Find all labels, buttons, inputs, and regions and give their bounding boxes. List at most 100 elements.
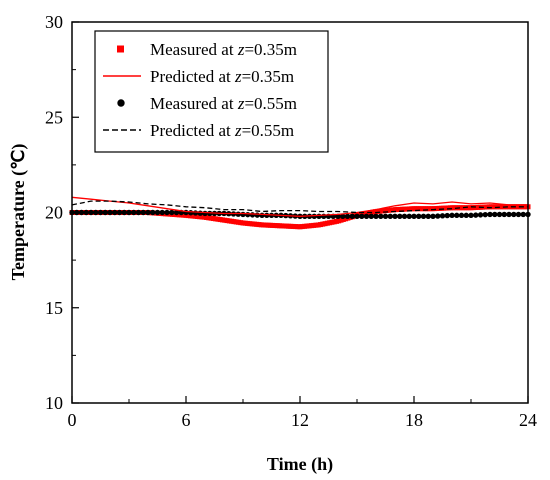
legend-marker	[117, 45, 124, 53]
legend-label-suffix: =0.55m	[244, 94, 297, 113]
data-point	[425, 213, 431, 220]
x-tick-label: 6	[182, 410, 191, 430]
data-point	[354, 213, 360, 220]
data-point	[173, 209, 180, 216]
legend-label: Measured at z=0.55m	[150, 94, 297, 113]
legend-label-prefix: Measured at	[150, 94, 238, 113]
data-point	[169, 209, 175, 216]
x-tick-label: 24	[519, 410, 537, 430]
data-point	[406, 213, 412, 220]
x-tick-label: 12	[291, 410, 309, 430]
y-tick-label: 20	[45, 203, 63, 223]
data-point	[93, 209, 99, 216]
data-point	[458, 212, 465, 219]
data-point	[254, 212, 260, 218]
data-point	[387, 213, 393, 220]
legend-label: Predicted at z=0.55m	[150, 121, 294, 140]
data-point	[444, 212, 450, 219]
data-point	[259, 212, 265, 219]
data-point	[515, 211, 522, 218]
data-point	[506, 211, 512, 218]
data-point	[473, 212, 479, 218]
data-point	[496, 211, 503, 218]
y-tick-label: 30	[45, 12, 63, 32]
data-point	[240, 211, 246, 218]
series-line	[71, 196, 528, 217]
legend-label: Measured at z=0.35m	[150, 40, 297, 59]
series-4	[71, 200, 528, 214]
data-point	[192, 210, 199, 216]
data-point	[159, 209, 165, 216]
x-tick-label: 0	[68, 410, 77, 430]
legend-label-suffix: =0.35m	[242, 67, 295, 86]
series-line	[71, 200, 528, 214]
data-point	[107, 209, 113, 216]
data-point	[344, 213, 351, 220]
data-point	[102, 209, 108, 216]
data-point	[463, 212, 469, 219]
legend-label-prefix: Measured at	[150, 40, 238, 59]
data-point	[468, 212, 474, 219]
data-point	[188, 210, 194, 216]
data-point	[316, 213, 322, 220]
data-point	[197, 210, 203, 216]
data-point	[373, 213, 379, 220]
x-tick-label: 18	[405, 410, 423, 430]
data-point	[249, 212, 256, 218]
series-2	[71, 196, 528, 217]
legend-marker	[117, 99, 125, 107]
data-point	[235, 211, 241, 217]
legend-label-prefix: Predicted at	[150, 121, 235, 140]
data-point	[378, 213, 384, 220]
legend-label: Predicted at z=0.35m	[150, 67, 294, 86]
data-point	[397, 213, 403, 220]
data-point	[116, 209, 123, 216]
data-point	[477, 212, 484, 218]
data-point	[154, 209, 161, 216]
data-point	[150, 209, 156, 216]
data-point	[449, 212, 455, 219]
data-point	[454, 212, 460, 219]
data-point	[135, 209, 142, 216]
legend-label-prefix: Predicted at	[150, 67, 235, 86]
legend-label-variable: z	[237, 40, 245, 59]
y-tick-label: 25	[45, 107, 63, 127]
legend-label-variable: z	[234, 121, 242, 140]
data-point	[382, 213, 389, 220]
data-point	[349, 213, 355, 220]
data-point	[88, 209, 94, 216]
data-point	[78, 209, 85, 216]
data-point	[416, 213, 422, 220]
ticks-layer: 0 6 12 18 24 10 15 20 25 30	[45, 12, 537, 430]
legend-label-suffix: =0.55m	[242, 121, 295, 140]
y-tick-label: 10	[45, 393, 63, 413]
legend-box	[94, 30, 329, 153]
data-point	[202, 210, 208, 217]
data-point	[363, 213, 370, 220]
legend-label-variable: z	[234, 67, 242, 86]
data-point	[420, 213, 427, 220]
legend-label-suffix: =0.35m	[244, 40, 297, 59]
data-point	[511, 211, 517, 218]
data-point	[83, 209, 89, 216]
y-axis-title: Temperature (℃)	[8, 144, 29, 281]
data-point	[392, 213, 398, 220]
data-point	[112, 209, 118, 216]
data-point	[439, 213, 446, 219]
series-layer	[69, 196, 531, 230]
data-point	[140, 209, 146, 216]
data-point	[97, 209, 104, 216]
data-point	[368, 213, 374, 220]
data-point	[501, 211, 507, 218]
data-point	[359, 213, 365, 220]
legend-label-variable: z	[237, 94, 245, 113]
data-point	[487, 211, 493, 218]
data-point	[145, 209, 151, 216]
data-point	[126, 209, 132, 216]
data-point	[520, 211, 526, 218]
data-point	[435, 213, 441, 219]
data-point	[492, 211, 498, 218]
y-tick-label: 15	[45, 298, 63, 318]
